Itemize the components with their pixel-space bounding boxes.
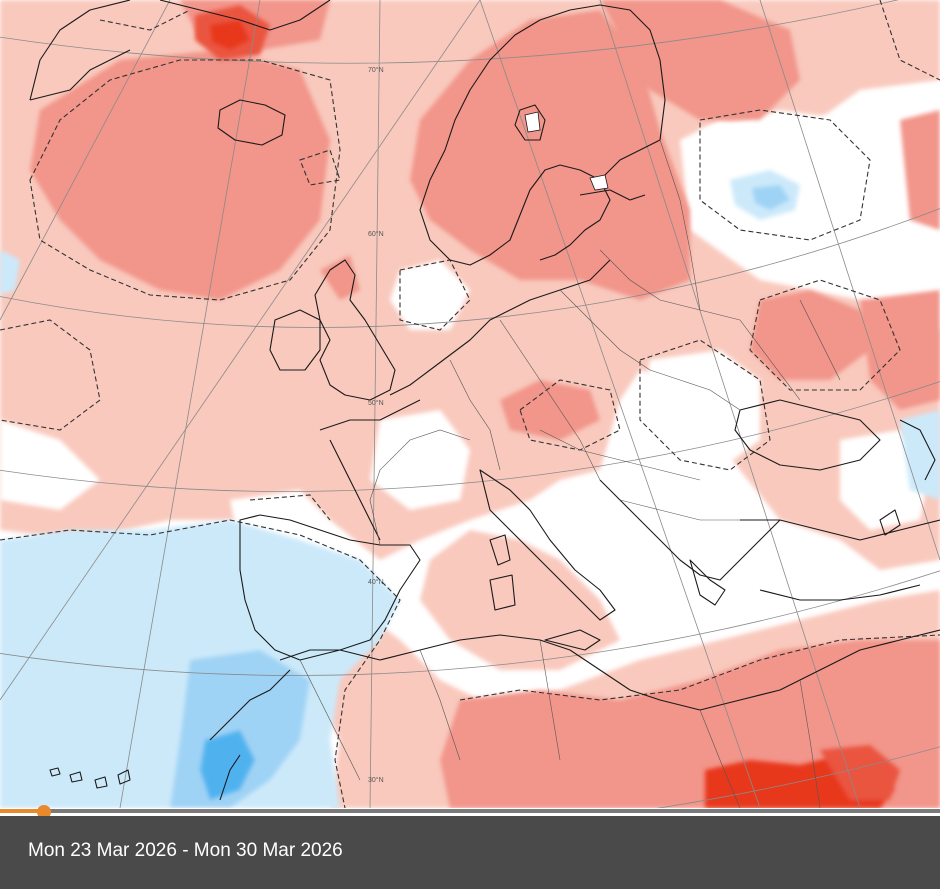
lat-label-40: 40°N [368,578,384,586]
anomaly-map: 70°N 60°N 50°N 40°N 30°N [0,0,940,808]
lakes [524,111,609,191]
timeline-scrubber[interactable] [0,805,940,819]
map-canvas: 70°N 60°N 50°N 40°N 30°N [0,0,940,808]
lat-label-70: 70°N [368,66,384,74]
timeline-handle[interactable] [37,805,51,819]
cool-anomaly [0,170,940,808]
timeline-played [0,809,44,813]
graticule [0,0,940,808]
timeline-track[interactable] [0,809,940,813]
zero-contours [0,0,940,808]
coastlines [29,0,940,801]
lat-label-30: 30°N [368,776,384,784]
latitude-labels: 70°N 60°N 50°N 40°N 30°N [368,66,384,784]
lat-label-50: 50°N [368,399,384,407]
date-bar: Mon 23 Mar 2026 - Mon 30 Mar 2026 [0,816,940,889]
borders [299,139,841,808]
lat-label-60: 60°N [368,230,384,238]
date-range-label: Mon 23 Mar 2026 - Mon 30 Mar 2026 [28,840,343,861]
